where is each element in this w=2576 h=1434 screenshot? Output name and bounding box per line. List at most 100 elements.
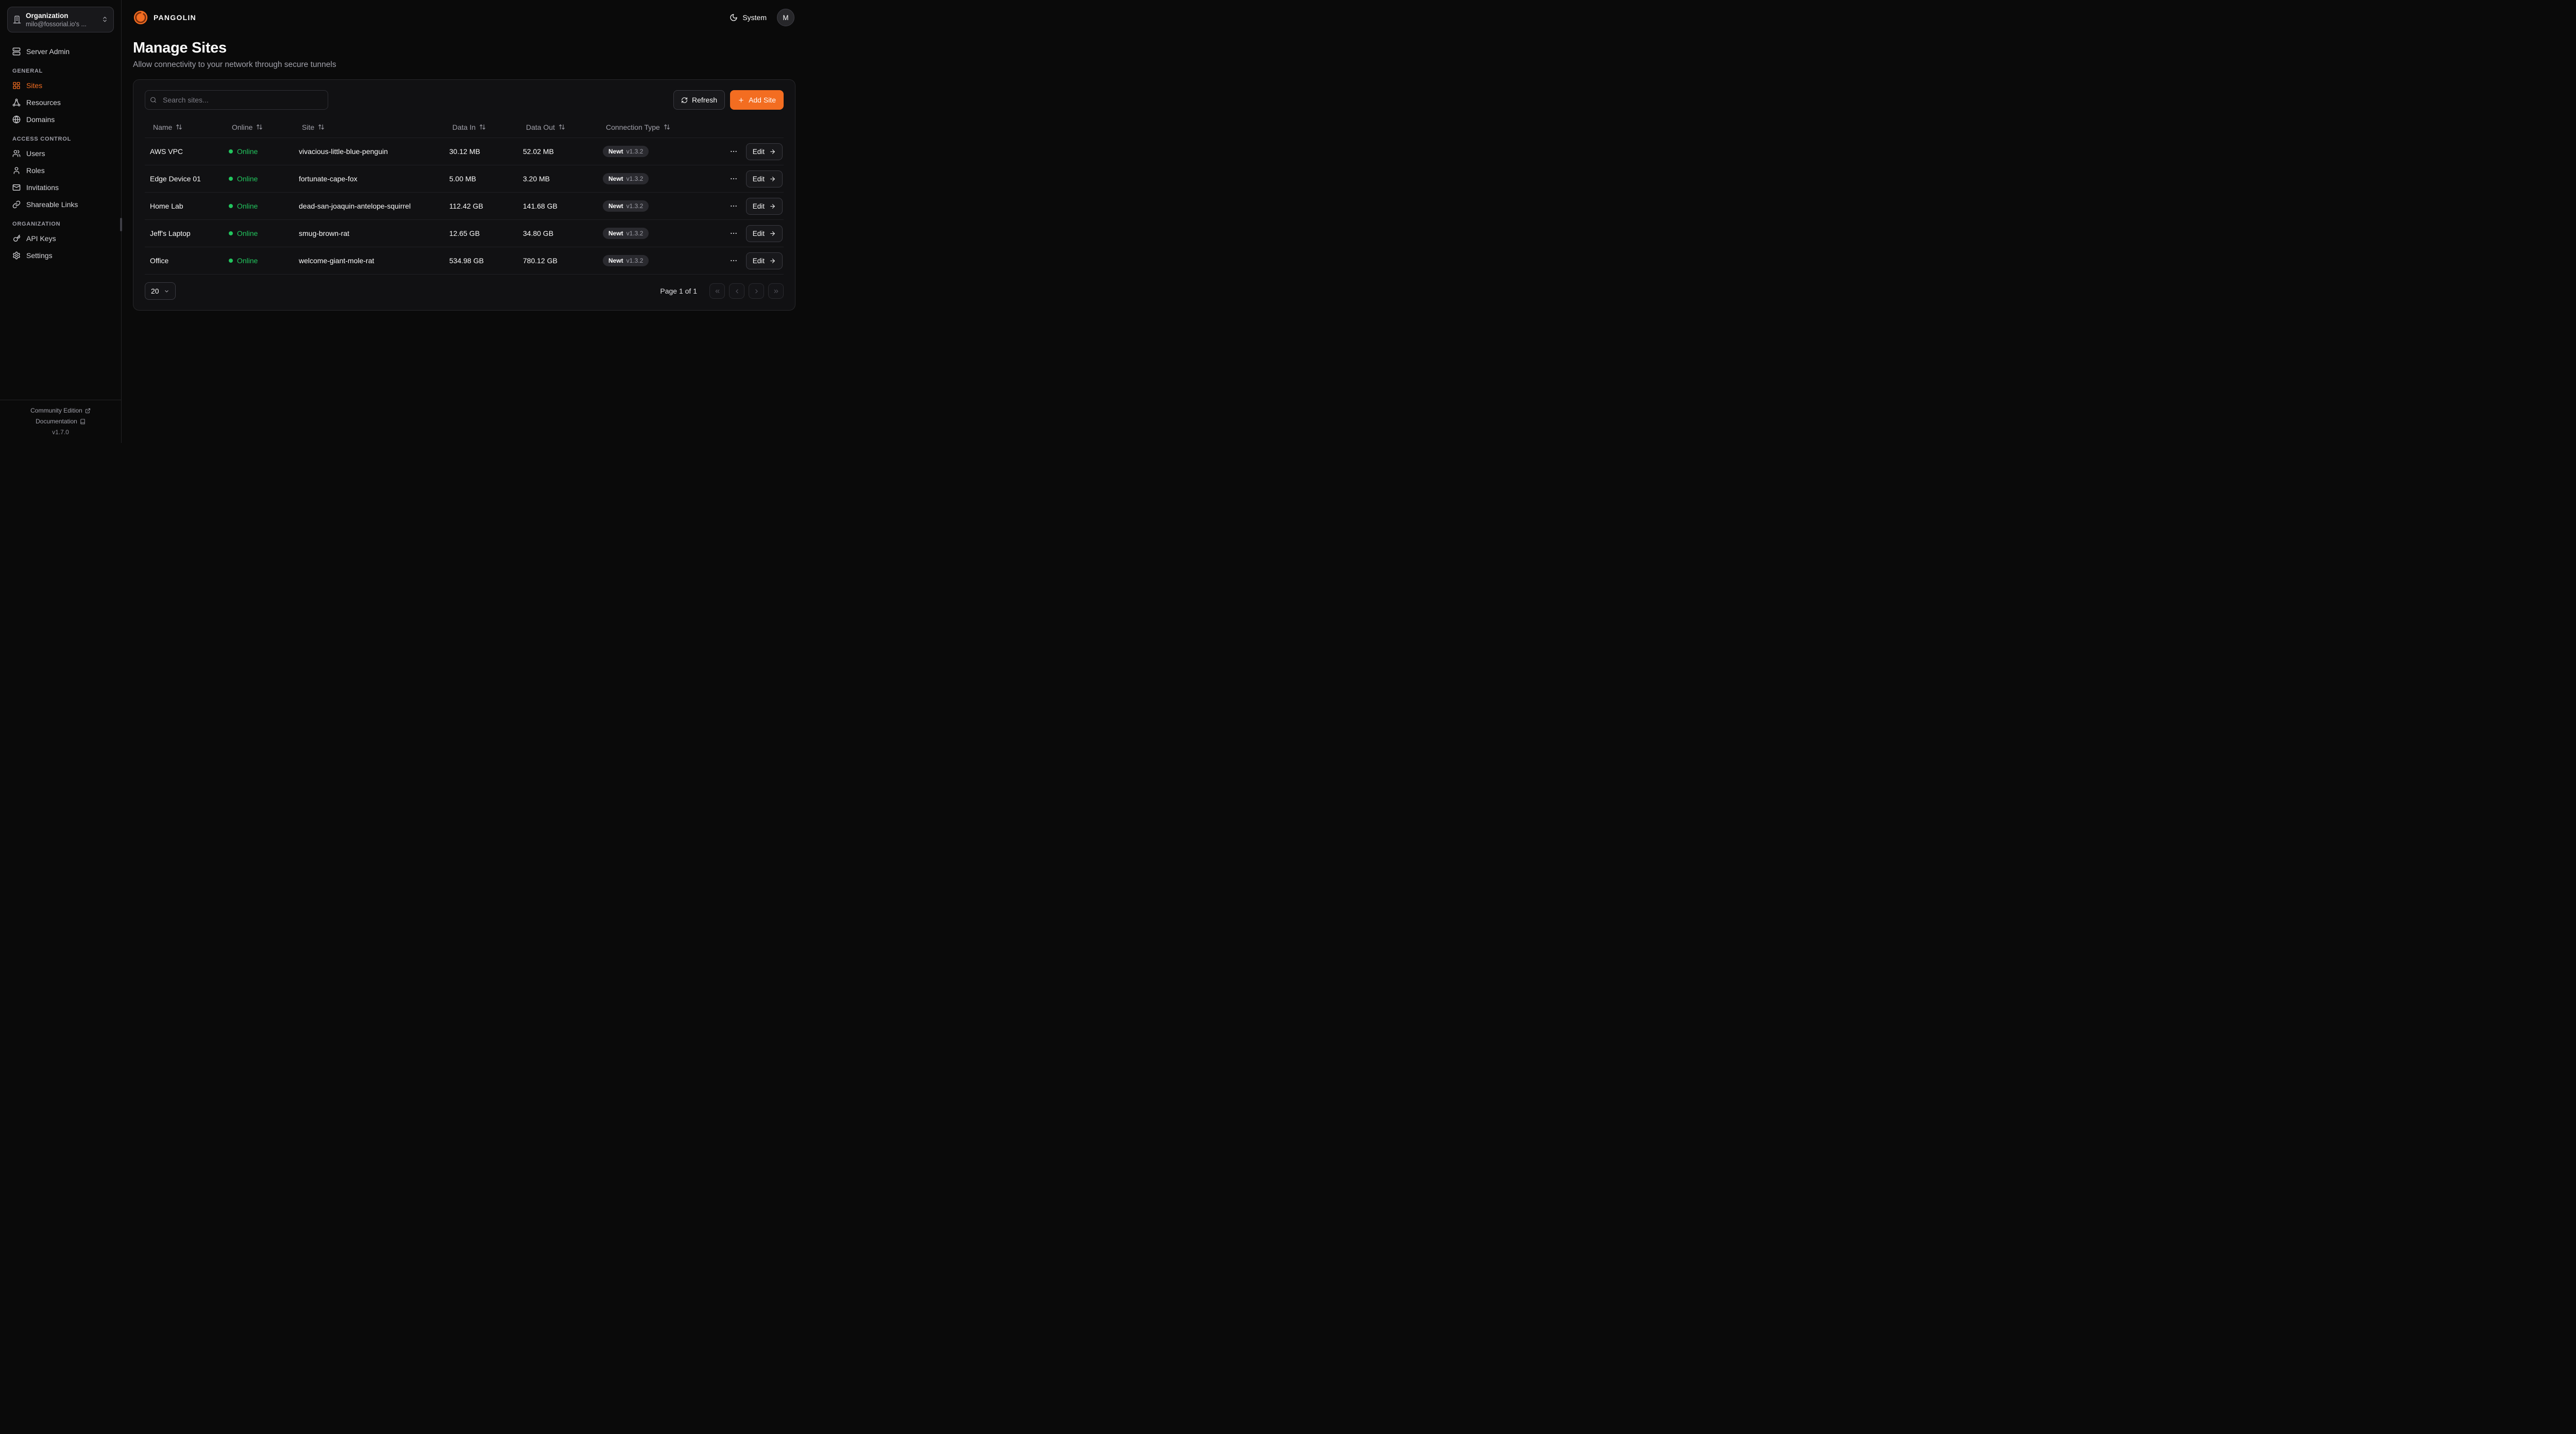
user-avatar[interactable]: M xyxy=(777,9,794,26)
edit-button[interactable]: Edit xyxy=(745,197,783,215)
column-label: Connection Type xyxy=(606,123,660,131)
sidebar-item-settings[interactable]: Settings xyxy=(7,248,114,263)
sidebar-item-label: Users xyxy=(26,149,45,158)
site-slug: smug-brown-rat xyxy=(299,229,350,237)
row-menu-button[interactable] xyxy=(727,200,740,212)
first-page-button[interactable] xyxy=(709,283,725,299)
sidebar-item-api-keys[interactable]: API Keys xyxy=(7,231,114,246)
data-out-value: 52.02 MB xyxy=(523,147,554,156)
arrow-right-icon xyxy=(770,176,775,181)
cell-data-out: 141.68 GB xyxy=(518,202,598,210)
page-size-select[interactable]: 20 xyxy=(145,282,176,300)
column-label: Online xyxy=(232,123,253,131)
sidebar-item-resources[interactable]: Resources xyxy=(7,95,114,110)
sidebar-item-users[interactable]: Users xyxy=(7,146,114,161)
column-header-site[interactable]: Site xyxy=(294,123,444,131)
cell-name: Office xyxy=(145,257,224,265)
building-icon xyxy=(13,15,21,24)
external-link-icon xyxy=(85,408,90,413)
sidebar-item-invitations[interactable]: Invitations xyxy=(7,180,114,195)
table-row: Office Online welcome-giant-mole-rat 534… xyxy=(145,247,784,275)
column-header-connection-type[interactable]: Connection Type xyxy=(598,123,722,131)
sidebar-item-label: Server Admin xyxy=(26,47,70,56)
org-selector[interactable]: Organization milo@fossorial.io's ... xyxy=(7,7,114,32)
arrow-right-icon xyxy=(770,149,775,154)
search-input[interactable] xyxy=(145,90,328,110)
sidebar-item-domains[interactable]: Domains xyxy=(7,112,114,127)
sidebar-item-label: Roles xyxy=(26,166,45,175)
connection-name: Newt xyxy=(608,175,623,182)
column-header-name[interactable]: Name xyxy=(145,123,224,131)
edit-button[interactable]: Edit xyxy=(745,143,783,160)
moon-icon xyxy=(730,14,737,21)
column-header-data-out[interactable]: Data Out xyxy=(518,123,598,131)
cell-data-out: 3.20 MB xyxy=(518,175,598,183)
edit-button[interactable]: Edit xyxy=(745,225,783,242)
next-page-button[interactable] xyxy=(749,283,764,299)
sidebar-item-label: Sites xyxy=(26,81,43,90)
sidebar-item-label: Invitations xyxy=(26,183,59,192)
row-menu-button[interactable] xyxy=(727,227,740,240)
online-status-dot xyxy=(229,231,233,235)
last-page-button[interactable] xyxy=(768,283,784,299)
sidebar: Organization milo@fossorial.io's ... Ser… xyxy=(0,0,122,443)
cell-data-in: 12.65 GB xyxy=(444,229,518,237)
edit-button[interactable]: Edit xyxy=(745,252,783,269)
documentation-link[interactable]: Documentation xyxy=(36,418,86,425)
table-footer: 20 Page 1 of 1 xyxy=(145,282,784,300)
mail-icon xyxy=(12,184,21,191)
data-in-value: 5.00 MB xyxy=(449,175,477,183)
sort-icon xyxy=(176,124,182,130)
status-label: Online xyxy=(237,147,258,156)
sidebar-item-label: Resources xyxy=(26,98,61,107)
add-site-button[interactable]: Add Site xyxy=(730,90,784,110)
sidebar-resize-handle[interactable] xyxy=(120,218,122,231)
previous-page-button[interactable] xyxy=(729,283,744,299)
page-title: Manage Sites xyxy=(133,40,227,56)
ellipsis-icon xyxy=(730,232,737,234)
chevron-right-icon xyxy=(755,289,758,293)
arrow-right-icon xyxy=(770,258,775,263)
ellipsis-icon xyxy=(730,150,737,152)
row-actions: Edit xyxy=(722,197,784,215)
column-label: Site xyxy=(302,123,315,131)
refresh-button[interactable]: Refresh xyxy=(673,90,725,110)
table-row: Jeff's Laptop Online smug-brown-rat 12.6… xyxy=(145,220,784,247)
connection-version: v1.3.2 xyxy=(626,175,643,182)
connection-type-badge: Newt v1.3.2 xyxy=(603,255,649,266)
theme-toggle-button[interactable]: System xyxy=(730,13,767,22)
ellipsis-icon xyxy=(730,178,737,180)
status-label: Online xyxy=(237,229,258,237)
sidebar-item-sites[interactable]: Sites xyxy=(7,78,114,93)
sort-icon xyxy=(559,124,565,130)
table-row: Home Lab Online dead-san-joaquin-antelop… xyxy=(145,193,784,220)
column-header-data-in[interactable]: Data In xyxy=(444,123,518,131)
sort-icon xyxy=(257,124,263,130)
row-actions: Edit xyxy=(722,225,784,242)
connection-version: v1.3.2 xyxy=(626,148,643,155)
site-name: AWS VPC xyxy=(150,147,183,156)
community-edition-link[interactable]: Community Edition xyxy=(30,407,91,414)
cell-connection-type: Newt v1.3.2 xyxy=(598,228,722,239)
data-out-value: 780.12 GB xyxy=(523,257,557,265)
documentation-label: Documentation xyxy=(36,418,77,425)
cell-name: Jeff's Laptop xyxy=(145,229,224,237)
sidebar-nav: Server Admin GENERAL Sites Resources Dom… xyxy=(0,44,121,265)
data-out-value: 141.68 GB xyxy=(523,202,557,210)
column-header-online[interactable]: Online xyxy=(224,123,294,131)
chevrons-left-icon xyxy=(715,289,719,293)
sidebar-item-server-admin[interactable]: Server Admin xyxy=(7,44,114,59)
row-menu-button[interactable] xyxy=(727,173,740,185)
sidebar-item-roles[interactable]: Roles xyxy=(7,163,114,178)
row-menu-button[interactable] xyxy=(727,145,740,158)
brand: PANGOLIN xyxy=(133,10,196,25)
sidebar-item-shareable-links[interactable]: Shareable Links xyxy=(7,197,114,212)
search-icon xyxy=(150,97,157,104)
sort-icon xyxy=(664,124,670,130)
cell-online: Online xyxy=(224,147,294,156)
online-status-dot xyxy=(229,259,233,263)
org-selector-text: Organization milo@fossorial.io's ... xyxy=(26,11,97,28)
row-menu-button[interactable] xyxy=(727,254,740,267)
cell-site: vivacious-little-blue-penguin xyxy=(294,147,444,156)
edit-button[interactable]: Edit xyxy=(745,170,783,187)
